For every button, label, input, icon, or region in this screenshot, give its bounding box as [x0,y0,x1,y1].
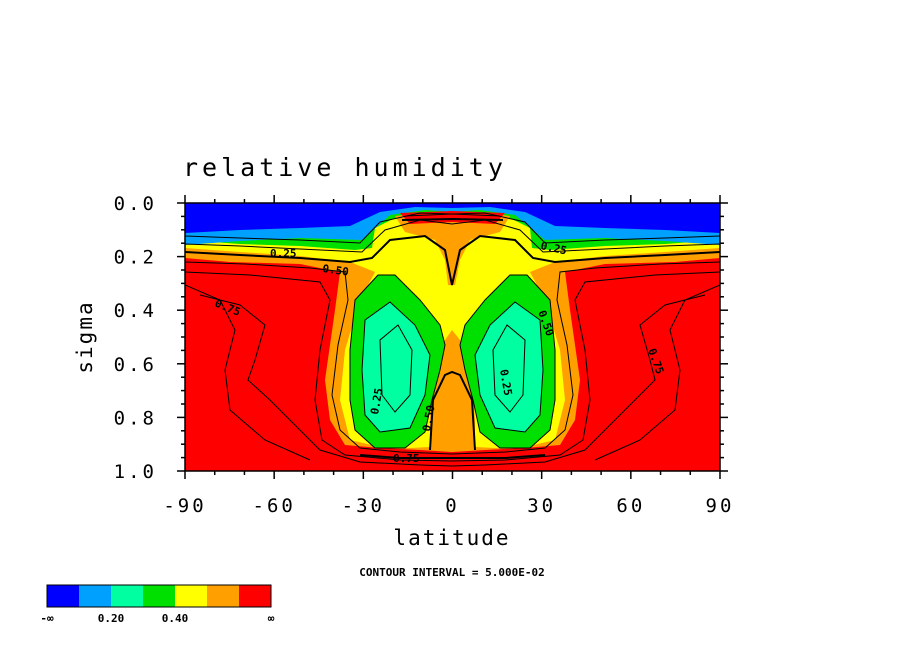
svg-text:0.50: 0.50 [420,404,437,432]
y-tick-label: 0.6 [114,354,157,376]
band-cyan [362,302,543,432]
colorbar-swatch [175,585,207,607]
y-tick-label: 0.8 [114,407,157,429]
x-axis-label: latitude [393,526,510,550]
contour-lines [185,212,720,467]
colorbar-label: 0.40 [162,612,189,625]
colorbar-label: -∞ [40,612,54,625]
colorbar-swatch [47,585,79,607]
colorbar-labels: -∞ 0.20 0.40 ∞ [40,612,274,625]
colorbar [46,584,272,608]
x-tick-label: 60 [616,495,645,517]
svg-text:0.75: 0.75 [393,452,420,465]
contour-interval-note: CONTOUR INTERVAL = 5.000E-02 [359,566,544,579]
chart-title: relative humidity [183,153,507,182]
band-bottom-orange [435,374,470,440]
x-tick-label: 30 [527,495,556,517]
colorbar-swatch [239,585,271,607]
x-tick-label: -90 [163,495,206,517]
band-yellow [185,203,720,448]
svg-text:0.25: 0.25 [368,387,385,415]
y-tick-label: 0.0 [114,193,157,215]
contour-field [185,203,720,471]
y-tick-label: 1.0 [114,461,157,483]
contour-label: 0.25 [539,239,568,257]
contour-label: 0.75 [393,452,420,465]
contour-label: 0.25 [497,368,514,396]
axis-ticks [177,195,728,479]
x-tick-label: -60 [253,495,296,517]
colorbar-label: 0.20 [98,612,125,625]
svg-text:0.25: 0.25 [539,239,568,257]
svg-text:0.50: 0.50 [322,262,350,279]
y-axis-label: sigma [73,300,97,373]
svg-text:0.25: 0.25 [270,247,297,260]
contour-label: 0.50 [322,262,350,279]
colorbar-swatch [111,585,143,607]
colorbar-swatch [207,585,239,607]
contour-label: 0.25 [270,247,297,260]
contour-label: 0.50 [420,404,437,432]
tick-labels: -90 -60 -30 0 30 60 90 0.0 0.2 0.4 0.6 0.8 1.0 [114,193,735,517]
band-top-orange [395,212,510,285]
colorbar-swatch [79,585,111,607]
x-tick-label: 90 [706,495,735,517]
x-tick-label: 0 [445,495,459,517]
svg-text:0.25: 0.25 [497,368,514,396]
contour-label: 0.25 [368,387,385,415]
y-tick-label: 0.4 [114,300,157,322]
colorbar-swatch [143,585,175,607]
band-blue [185,203,720,233]
colorbar-frame [46,584,272,608]
y-tick-label: 0.2 [114,247,157,269]
colorbar-label: ∞ [268,612,275,625]
x-tick-label: -30 [342,495,385,517]
